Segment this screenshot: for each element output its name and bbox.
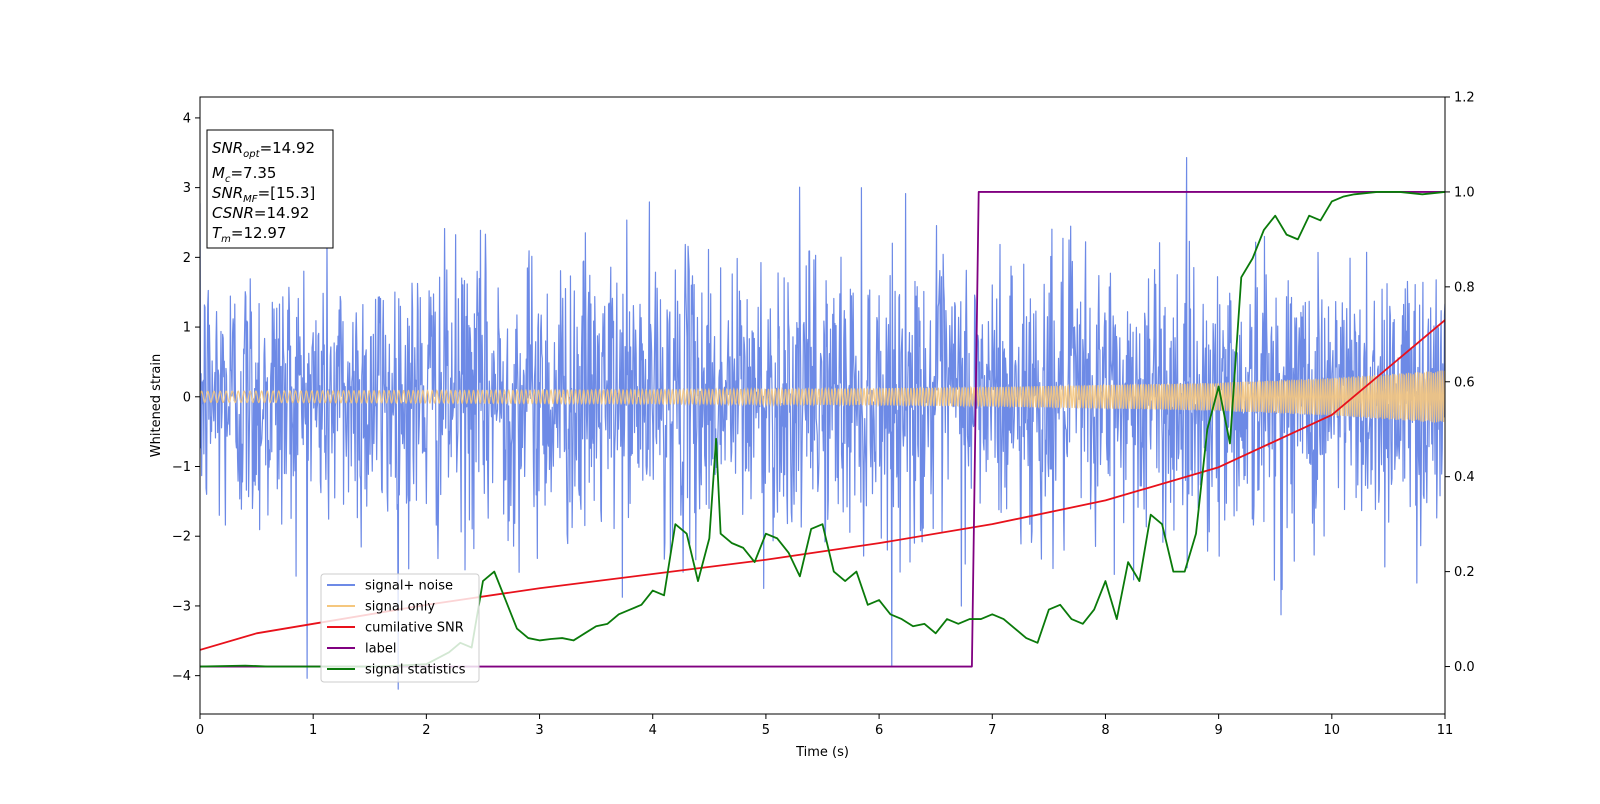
x-tick-label: 6 xyxy=(875,723,883,738)
x-tick-label: 10 xyxy=(1324,723,1341,738)
x-tick-label: 1 xyxy=(309,723,317,738)
stats-value: =14.92 xyxy=(254,204,310,222)
y-tick-label: 4 xyxy=(183,111,191,126)
y-tick-label: −2 xyxy=(172,530,191,545)
legend-signal-only-label: signal only xyxy=(365,600,435,615)
stats-key: CSNR xyxy=(212,204,254,222)
stats-key: T xyxy=(212,224,223,242)
y-tick-label: 2 xyxy=(183,251,191,266)
stats-sub: m xyxy=(221,234,231,245)
y-tick-label: −4 xyxy=(172,669,191,684)
x-tick-label: 9 xyxy=(1214,723,1222,738)
stats-line: SNRMF=[15.3] xyxy=(212,184,315,205)
series-cumilative-snr-line xyxy=(200,319,1445,651)
stats-annotation-box: SNRopt=14.92Mc=7.35SNRMF=[15.3]CSNR=14.9… xyxy=(206,129,334,249)
plot-frame xyxy=(199,96,1446,715)
x-tick-label: 11 xyxy=(1437,723,1454,738)
x-tick-label: 4 xyxy=(649,723,657,738)
stats-key: M xyxy=(212,164,225,182)
y2-tick-label: 0.0 xyxy=(1454,660,1475,675)
stats-key: SNR xyxy=(212,184,243,202)
stats-box-frame xyxy=(206,129,334,249)
stats-sub: MF xyxy=(243,194,258,205)
legend-signal-noise-label: signal+ noise xyxy=(365,579,453,594)
y2-tick-label: 0.4 xyxy=(1454,470,1475,485)
legend-signal-statistics-label: signal statistics xyxy=(365,663,466,678)
x-tick-label: 0 xyxy=(196,723,204,738)
x-tick-label: 3 xyxy=(535,723,543,738)
stats-sub: c xyxy=(225,174,231,185)
stats-value: =12.97 xyxy=(231,224,287,242)
legend-label-label: label xyxy=(365,642,396,657)
series-signal-statistics-line xyxy=(200,191,1445,668)
y-tick-label: 3 xyxy=(183,181,191,196)
stats-key: SNR xyxy=(212,139,243,157)
series-signal-noise-line xyxy=(200,157,1445,690)
y-tick-label: −1 xyxy=(172,460,191,475)
y-tick-label: 1 xyxy=(183,321,191,336)
stats-line: CSNR=14.92 xyxy=(212,204,309,222)
y2-tick-label: 0.2 xyxy=(1454,565,1475,580)
stats-value: =14.92 xyxy=(260,139,316,157)
y2-tick-label: 0.8 xyxy=(1454,280,1475,295)
x-tick-label: 2 xyxy=(422,723,430,738)
series-signal-only-line xyxy=(200,370,1445,423)
stats-line: SNRopt=14.92 xyxy=(212,139,315,160)
legend-cumilative-snr-label: cumilative SNR xyxy=(365,621,464,636)
y2-tick-label: 0.6 xyxy=(1454,375,1475,390)
y2-tick-label: 1.2 xyxy=(1454,91,1475,106)
stats-value: =7.35 xyxy=(230,164,276,182)
y-tick-label: −3 xyxy=(172,599,191,614)
legend: signal+ noise signal only cumilative SNR la… xyxy=(320,573,480,683)
x-tick-label: 7 xyxy=(988,723,996,738)
x-tick-label: 5 xyxy=(762,723,770,738)
y-axis-label: Whitened strain xyxy=(149,354,164,457)
x-axis-label: Time (s) xyxy=(795,745,849,760)
x-tick-label: 8 xyxy=(1101,723,1109,738)
y-tick-label: 0 xyxy=(183,390,191,405)
stats-line: Mc=7.35 xyxy=(212,164,276,185)
legend-frame xyxy=(320,573,480,683)
series-label-line xyxy=(200,191,1445,668)
stats-line: Tm=12.97 xyxy=(212,224,286,245)
stats-value: =[15.3] xyxy=(258,184,316,202)
stats-sub: opt xyxy=(243,149,260,160)
y2-tick-label: 1.0 xyxy=(1454,185,1475,200)
